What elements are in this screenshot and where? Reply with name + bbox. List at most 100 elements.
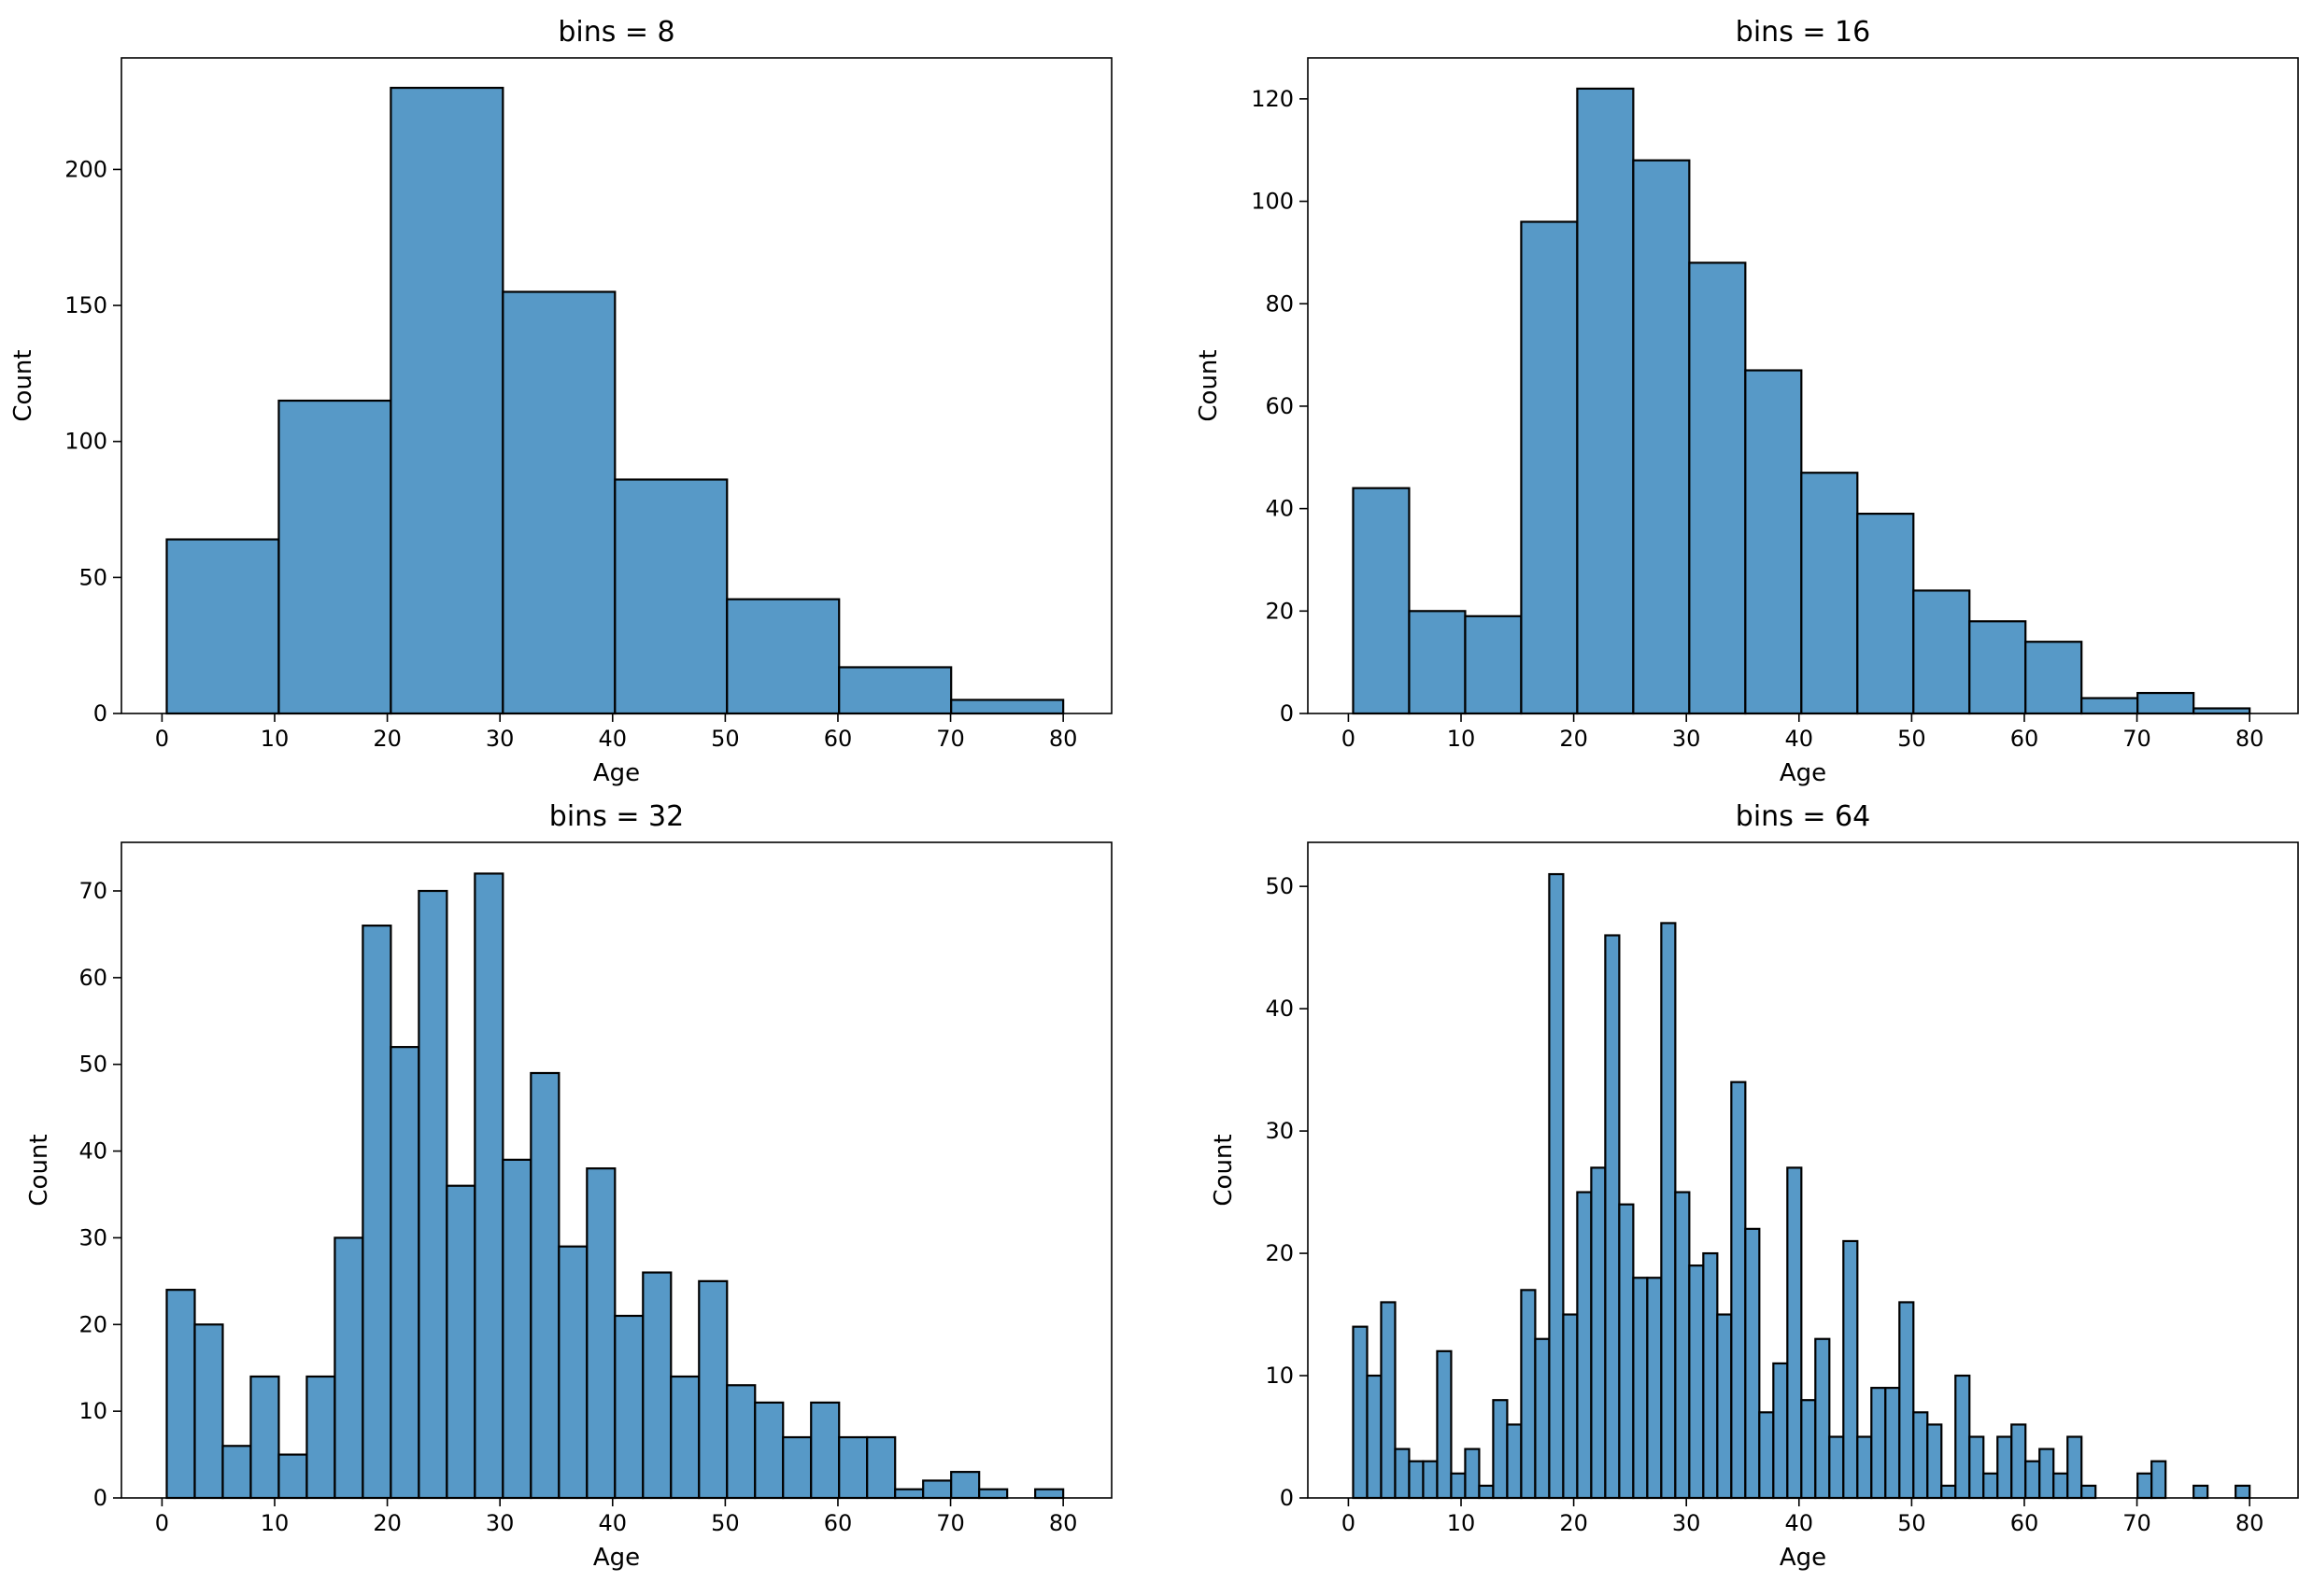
histogram-bar xyxy=(390,1046,420,1500)
x-tick-label: 30 xyxy=(1672,726,1701,752)
histogram-bar xyxy=(2150,1460,2167,1500)
histogram-panel-1: bins = 8 0 10 20 30 40 50 60 70 80 0 50 100 150 200 Age… xyxy=(9,16,1113,787)
histogram-bar xyxy=(1478,1484,1495,1500)
x-tick-label: 20 xyxy=(373,726,402,752)
histogram-panel-3: bins = 32 0 10 20 30 40 50 60 70 80 0 10 20 30 40 50 60 7… xyxy=(25,800,1113,1572)
histogram-bar xyxy=(1506,1423,1523,1500)
y-tick-label: 200 xyxy=(64,156,107,182)
histogram-panel-2: bins = 16 0 10 20 30 40 50 60 70 80 0 20 40 60 80 100 12… xyxy=(1195,16,2299,787)
y-tick-label: 50 xyxy=(78,564,107,590)
histogram-bar xyxy=(249,1375,280,1500)
histogram-bar xyxy=(866,1435,897,1500)
histogram-bar xyxy=(1520,220,1579,715)
y-tick-label: 40 xyxy=(1265,996,1294,1022)
histogram-bar xyxy=(1590,1166,1607,1500)
histogram-bar xyxy=(1034,1488,1065,1500)
histogram-bar xyxy=(1940,1484,1957,1500)
y-tick-label: 0 xyxy=(93,1485,107,1511)
histogram-bar xyxy=(2192,707,2251,715)
histogram-bar xyxy=(193,1323,224,1500)
histogram-bar xyxy=(614,1314,645,1500)
histogram-bar xyxy=(670,1375,701,1500)
histogram-bar xyxy=(1982,1472,1999,1500)
y-tick-label: 40 xyxy=(78,1138,107,1165)
axes-frame xyxy=(121,57,1113,714)
y-tick-label: 20 xyxy=(78,1311,107,1337)
y-tick-label: 80 xyxy=(1265,290,1294,317)
histogram-bar xyxy=(586,1167,617,1500)
x-tick-label: 10 xyxy=(261,726,290,752)
histogram-bar xyxy=(1618,1203,1635,1500)
y-tick-label: 30 xyxy=(1265,1118,1294,1144)
x-tick-label: 30 xyxy=(486,1510,515,1536)
histogram-bar xyxy=(838,666,953,715)
x-tick-label: 30 xyxy=(486,726,515,752)
histogram-bar xyxy=(726,1384,757,1500)
histogram-bar xyxy=(1758,1411,1775,1500)
histogram-bar xyxy=(2136,691,2195,715)
histogram-bar xyxy=(2010,1423,2027,1500)
histogram-bar xyxy=(1604,934,1621,1500)
y-tick-label: 60 xyxy=(78,965,107,991)
x-tick-label: 40 xyxy=(1785,726,1814,752)
x-tick-label: 60 xyxy=(2010,1510,2039,1536)
x-tick-label: 10 xyxy=(1447,1510,1476,1536)
x-tick-label: 30 xyxy=(1672,1510,1701,1536)
histogram-bars xyxy=(165,86,1065,715)
histogram-bar xyxy=(1534,1337,1551,1500)
histogram-bar xyxy=(1870,1387,1887,1500)
x-tick-label: 80 xyxy=(2235,1510,2264,1536)
histogram-bar xyxy=(418,889,448,1500)
histogram-bar xyxy=(390,86,504,715)
histogram-bar xyxy=(1814,1337,1831,1500)
histogram-bar xyxy=(305,1375,336,1500)
histogram-bar xyxy=(2038,1448,2055,1500)
y-tick-label: 0 xyxy=(1280,1485,1294,1511)
histogram-bar xyxy=(502,290,617,715)
y-tick-label: 50 xyxy=(78,1052,107,1078)
x-tick-label: 50 xyxy=(1897,726,1926,752)
x-tick-label: 10 xyxy=(261,1510,290,1536)
histogram-bars xyxy=(165,872,1065,1500)
histogram-bar xyxy=(502,1158,532,1500)
histogram-bar xyxy=(2235,1484,2251,1500)
histogram-bar xyxy=(1912,589,1971,715)
y-tick-label: 60 xyxy=(1265,393,1294,419)
histogram-bar xyxy=(1464,614,1523,715)
histogram-bar xyxy=(950,1471,981,1500)
histogram-bar xyxy=(1800,472,1859,715)
x-tick-label: 10 xyxy=(1447,726,1476,752)
x-tick-label: 40 xyxy=(599,1510,628,1536)
x-tick-label: 20 xyxy=(373,1510,402,1536)
histogram-bars xyxy=(1352,872,2251,1500)
histogram-bar xyxy=(1800,1399,1817,1500)
y-axis-label: Count xyxy=(1195,349,1223,421)
histogram-bar xyxy=(1548,872,1565,1500)
x-tick-label: 80 xyxy=(1049,1510,1078,1536)
x-tick-label: 50 xyxy=(711,1510,740,1536)
histogram-bar xyxy=(1576,87,1635,715)
chart-title: bins = 16 xyxy=(1736,16,1870,49)
histogram-bar xyxy=(277,399,392,715)
histogram-bar xyxy=(2024,641,2083,715)
x-tick-label: 50 xyxy=(1897,1510,1926,1536)
histogram-bar xyxy=(2192,1484,2209,1500)
histogram-bars xyxy=(1352,87,2251,715)
axes-frame xyxy=(121,841,1113,1499)
histogram-bar xyxy=(1408,1460,1425,1500)
histogram-bar xyxy=(558,1245,589,1500)
y-tick-label: 120 xyxy=(1251,86,1294,112)
histogram-bar xyxy=(726,598,841,715)
y-tick-label: 150 xyxy=(64,292,107,318)
histogram-panel-4: bins = 64 0 10 20 30 40 50 60 70 80 0 10 20 30 40 50 Age… xyxy=(1210,800,2299,1572)
x-tick-label: 70 xyxy=(936,726,965,752)
histogram-bar xyxy=(2136,1472,2153,1500)
histogram-bar xyxy=(2052,1472,2069,1500)
x-tick-label: 70 xyxy=(936,1510,965,1536)
histogram-bar xyxy=(1884,1387,1901,1500)
histogram-bar xyxy=(530,1071,561,1500)
histogram-bar xyxy=(2080,697,2139,715)
x-axis-label: Age xyxy=(1780,759,1826,787)
y-tick-label: 20 xyxy=(1265,598,1294,624)
